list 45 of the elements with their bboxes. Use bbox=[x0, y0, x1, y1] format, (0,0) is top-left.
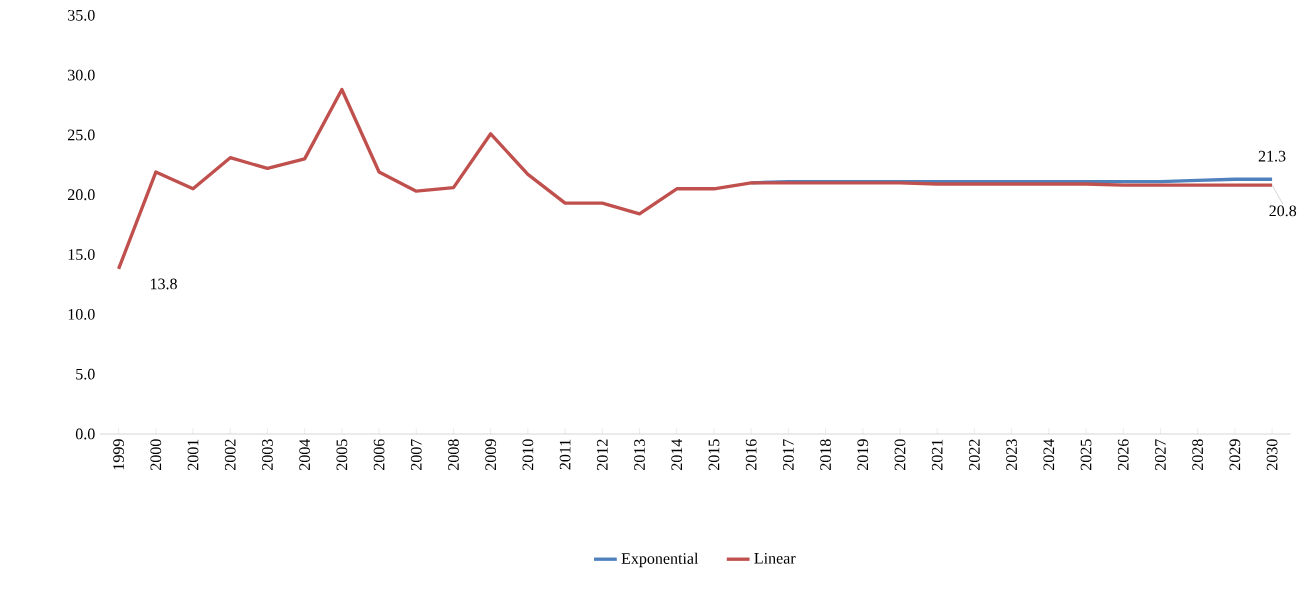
x-tick-label: 2006 bbox=[373, 439, 385, 470]
x-tick-label: 2007 bbox=[410, 439, 422, 470]
x-tick-label: 2019 bbox=[857, 439, 869, 470]
y-tick-label: 0.0 bbox=[75, 428, 95, 440]
x-tick-label: 2015 bbox=[708, 439, 720, 470]
x-tick-label: 2026 bbox=[1117, 439, 1129, 470]
y-tick-label: 35.0 bbox=[68, 9, 95, 21]
x-tick-label: 2005 bbox=[336, 439, 348, 470]
x-tick-label: 2011 bbox=[559, 439, 571, 470]
x-tick-label: 2010 bbox=[522, 439, 534, 470]
annotation: 21.3 bbox=[1258, 150, 1286, 162]
x-tick-label: 2001 bbox=[187, 439, 199, 470]
x-tick-label: 2029 bbox=[1229, 439, 1241, 470]
y-tick-label: 25.0 bbox=[68, 129, 95, 141]
x-tick-label: 2003 bbox=[262, 439, 273, 470]
x-tick-label: 2008 bbox=[448, 439, 459, 470]
legend-label: Linear bbox=[754, 552, 796, 564]
x-tick-label: 2016 bbox=[745, 439, 757, 470]
annotation: 13.8 bbox=[150, 278, 177, 290]
x-tick-label: 2004 bbox=[299, 438, 311, 470]
x-tick-label: 2009 bbox=[485, 439, 497, 470]
x-tick-label: 2024 bbox=[1043, 438, 1055, 470]
legend-label: Exponential bbox=[621, 552, 699, 568]
y-tick-label: 20.0 bbox=[68, 189, 95, 201]
x-tick-label: 2020 bbox=[894, 439, 906, 470]
x-tick-label: 2014 bbox=[671, 438, 683, 470]
x-tick-label: 2028 bbox=[1192, 439, 1204, 470]
x-tick-label: 2025 bbox=[1080, 439, 1092, 470]
x-tick-label: 1999 bbox=[113, 439, 124, 470]
x-tick-label: 2000 bbox=[150, 439, 162, 470]
y-tick-label: 10.0 bbox=[68, 308, 95, 320]
x-tick-label: 2027 bbox=[1155, 439, 1166, 470]
x-tick-label: 2021 bbox=[931, 439, 943, 470]
x-tick-label: 2018 bbox=[820, 439, 831, 470]
y-tick-label: 5.0 bbox=[76, 368, 95, 380]
x-tick-label: 2013 bbox=[634, 439, 645, 470]
x-tick-label: 2012 bbox=[596, 439, 608, 470]
x-tick-label: 2017 bbox=[782, 439, 794, 470]
x-tick-label: 2030 bbox=[1266, 439, 1278, 470]
annotation: 20.8 bbox=[1269, 205, 1297, 217]
x-tick-label: 2023 bbox=[1006, 439, 1017, 470]
x-tick-label: 2002 bbox=[224, 439, 236, 470]
y-tick-label: 15.0 bbox=[68, 249, 95, 261]
y-tick-label: 30.0 bbox=[68, 69, 95, 81]
x-tick-label: 2022 bbox=[969, 439, 980, 470]
